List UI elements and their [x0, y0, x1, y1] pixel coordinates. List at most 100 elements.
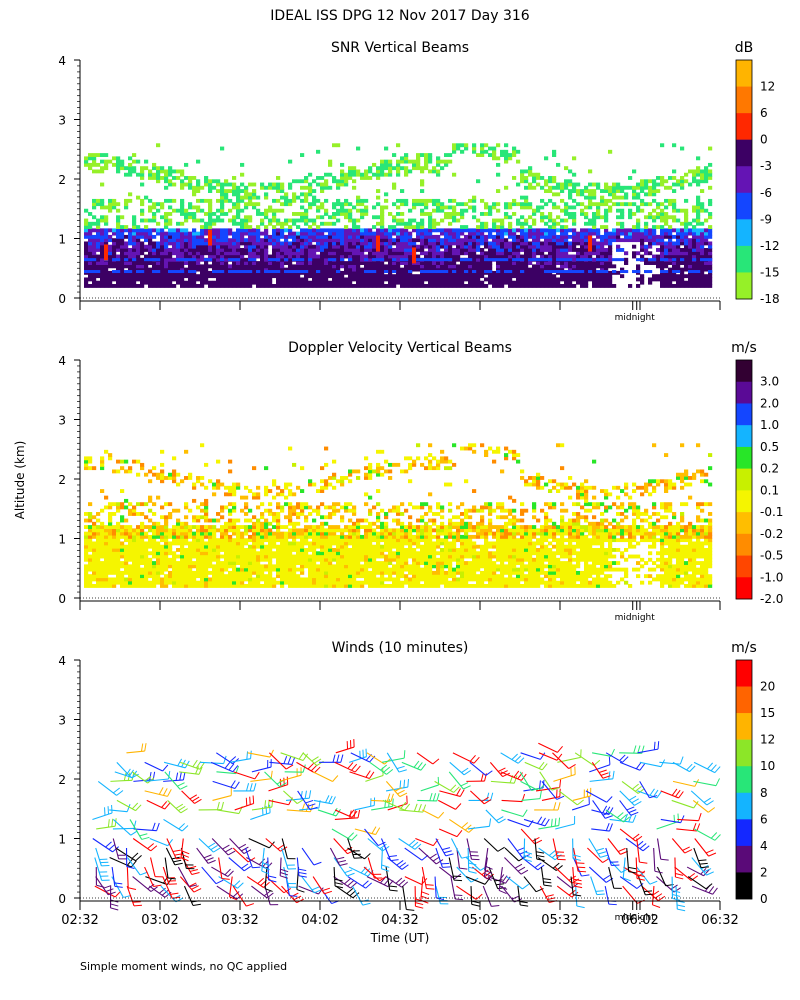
snr-cell	[552, 205, 557, 210]
snr-cell	[344, 176, 349, 180]
snr-cell	[108, 205, 113, 210]
snr-cell	[644, 251, 649, 256]
doppler-cell	[232, 518, 237, 523]
snr-cell	[708, 258, 713, 262]
snr-cell	[388, 254, 393, 259]
snr-cell	[112, 202, 117, 207]
snr-cell	[644, 228, 649, 233]
snr-cell	[340, 264, 345, 269]
snr-cell	[108, 234, 113, 239]
snr-cell	[664, 264, 669, 269]
snr-cell	[500, 153, 505, 157]
snr-cell	[332, 261, 337, 265]
snr-cell	[320, 202, 325, 207]
snr-cell	[616, 258, 621, 262]
snr-cell	[700, 251, 705, 256]
doppler-cell	[184, 570, 189, 575]
snr-cell	[240, 254, 245, 259]
snr-cell	[404, 169, 409, 174]
snr-cell	[576, 270, 581, 274]
doppler-cell	[212, 531, 217, 536]
doppler-cell	[232, 564, 237, 569]
snr-cell	[596, 185, 601, 190]
snr-cell	[428, 267, 433, 272]
snr-cell	[436, 244, 441, 249]
snr-cell	[92, 251, 97, 256]
snr-cell	[456, 234, 461, 239]
doppler-cell	[220, 554, 225, 559]
snr-cell	[248, 248, 253, 252]
doppler-cell	[84, 541, 89, 546]
snr-cell	[180, 234, 185, 239]
snr-cell	[304, 215, 309, 220]
snr-cell	[420, 251, 425, 256]
doppler-cell	[176, 528, 181, 533]
snr-cell	[380, 169, 385, 174]
doppler-cell	[108, 538, 113, 543]
doppler-cell	[148, 538, 153, 543]
snr-cell	[328, 270, 333, 275]
snr-cell	[172, 264, 177, 269]
snr-cell	[120, 228, 125, 233]
snr-cell	[588, 264, 593, 269]
snr-cell	[432, 267, 437, 272]
snr-cell	[652, 215, 657, 220]
doppler-cell	[212, 554, 217, 559]
snr-cell	[168, 267, 173, 272]
snr-cell	[112, 244, 117, 249]
snr-cell	[152, 215, 157, 220]
snr-cell	[480, 261, 485, 265]
doppler-cell	[116, 538, 121, 543]
snr-cell	[228, 267, 233, 272]
snr-cell	[392, 280, 397, 285]
snr-cell	[192, 277, 197, 282]
snr-cell	[708, 228, 713, 233]
snr-cell	[236, 258, 241, 262]
doppler-cell	[216, 479, 221, 484]
snr-cell	[280, 257, 285, 262]
snr-cell	[204, 280, 209, 285]
snr-cell	[348, 208, 353, 213]
snr-cell	[120, 284, 125, 288]
doppler-cell	[244, 584, 249, 588]
snr-cell	[248, 202, 253, 207]
snr-cell	[648, 280, 653, 285]
snr-cell	[144, 267, 149, 272]
snr-cell	[480, 251, 485, 256]
snr-cell	[424, 244, 429, 249]
doppler-cell	[252, 577, 257, 582]
snr-cell	[548, 198, 553, 203]
snr-cell	[180, 228, 185, 233]
snr-cell	[384, 146, 389, 151]
snr-cell	[588, 231, 593, 236]
doppler-cell	[100, 521, 105, 526]
snr-cell	[660, 225, 665, 229]
snr-cell	[236, 274, 241, 279]
doppler-cell	[244, 502, 249, 507]
snr-cell	[660, 267, 665, 272]
snr-cell	[464, 244, 469, 249]
doppler-cell	[208, 541, 213, 546]
doppler-cell	[240, 554, 245, 559]
snr-cell	[596, 274, 601, 279]
snr-cell	[320, 248, 325, 252]
snr-cell	[168, 172, 173, 177]
snr-cell	[408, 251, 413, 256]
snr-cell	[92, 277, 97, 282]
snr-cell	[404, 241, 409, 246]
snr-cell	[168, 270, 173, 274]
doppler-cell	[184, 584, 189, 588]
snr-cell	[340, 208, 345, 213]
snr-cell	[504, 159, 509, 164]
snr-cell	[152, 162, 157, 167]
snr-cell	[516, 254, 521, 259]
snr-cell	[88, 277, 93, 282]
snr-cell	[420, 221, 425, 226]
doppler-cell	[160, 449, 165, 454]
snr-cell	[588, 277, 593, 282]
snr-cell	[684, 274, 689, 279]
snr-cell	[592, 202, 597, 207]
snr-cell	[496, 234, 501, 239]
snr-cell	[672, 248, 677, 252]
snr-cell	[132, 244, 137, 249]
